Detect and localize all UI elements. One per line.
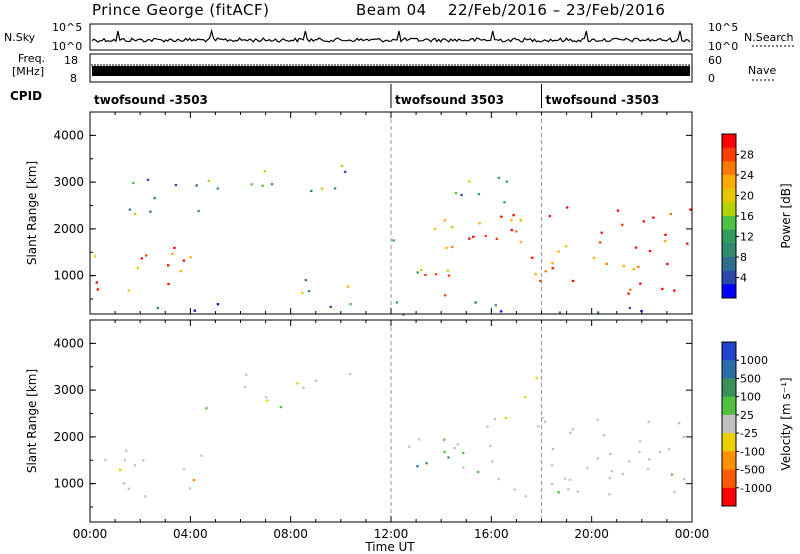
- nave-tick-low: 0: [708, 72, 715, 85]
- x-tick-label: 04:00: [173, 527, 208, 541]
- freq-tick-low: 8: [70, 72, 77, 85]
- colorbar-swatch: [722, 469, 736, 489]
- y-tick-label: 1000: [53, 477, 84, 491]
- colorbar-tick-label: -100: [740, 445, 765, 458]
- station-title: Prince George (fitACF): [92, 1, 269, 19]
- colorbar-frame: [721, 341, 737, 507]
- colorbar-swatch: [722, 243, 736, 258]
- cpid-label: CPID: [10, 89, 42, 103]
- colorbar-swatch: [722, 147, 736, 162]
- colorbar-swatch: [722, 270, 736, 285]
- y-tick-label: 4000: [53, 128, 84, 142]
- colorbar-swatch: [722, 396, 736, 416]
- nsky-trace: [91, 28, 691, 43]
- x-tick-label: 12:00: [374, 527, 409, 541]
- colorbar-swatch: [722, 161, 736, 176]
- colorbar-tick-label: 28: [740, 149, 754, 162]
- colorbar-tick-label: -25: [740, 427, 758, 440]
- date-range-title: 22/Feb/2016 – 23/Feb/2016: [448, 1, 665, 19]
- velocity-colorbar: 1000 500 100 25 -25 -100 -500 -1000 Velocity [m …: [721, 341, 793, 507]
- y-tick-label: 2000: [53, 222, 84, 236]
- colorbar-swatch: [722, 229, 736, 244]
- y-tick-label: 3000: [53, 383, 84, 397]
- y-axis-label: Slant Range [km]: [25, 161, 39, 265]
- x-tick-label: 20:00: [574, 527, 609, 541]
- nsky-tick-low: 10^0: [52, 40, 82, 53]
- colorbar-tick-label: 25: [740, 409, 754, 422]
- colorbar-label: Velocity [m s⁻¹]: [779, 377, 793, 470]
- y-axis-label: Slant Range [km]: [25, 369, 39, 473]
- x-tick-label: 08:00: [273, 527, 308, 541]
- x-tick-label: 00:00: [675, 527, 710, 541]
- heatmap-cells: [93, 164, 692, 316]
- x-tick-label: 16:00: [474, 527, 509, 541]
- freq-unit-label: [MHz]: [12, 65, 44, 78]
- colorbar-swatch: [722, 360, 736, 379]
- nsearch-label: N.Search: [744, 31, 794, 44]
- power-colorbar: 28 24 20 16 12 8 4 Power [dB]: [721, 133, 793, 299]
- colorbar-swatch: [722, 284, 736, 299]
- colorbar-tick-label: 20: [740, 190, 754, 203]
- velocity-panel: 1000 2000 3000 4000 Slant Range [km]: [25, 319, 693, 523]
- colorbar-tick-label: 500: [740, 372, 761, 385]
- cpid-segment-label: twofsound -3503: [546, 93, 660, 107]
- x-axis-label: Time UT: [364, 540, 415, 554]
- nave-tick-high: 60: [708, 54, 722, 67]
- colorbar-tick-label: 12: [740, 231, 754, 244]
- colorbar-swatch: [722, 487, 736, 507]
- y-tick-label: 1000: [53, 269, 84, 283]
- power-panel: 1000 2000 3000 4000 Slant Range [km]: [25, 111, 693, 316]
- colorbar-swatch: [722, 216, 736, 231]
- nsearch-tick-high: 10^5: [708, 21, 738, 34]
- colorbar-swatch: [722, 378, 736, 398]
- cpid-segment-label: twofsound 3503: [395, 93, 504, 107]
- colorbar-tick-label: 16: [740, 210, 754, 223]
- colorbar-tick-label: 1000: [740, 354, 768, 367]
- colorbar-label: Power [dB]: [779, 183, 793, 248]
- colorbar-tick-label: -500: [740, 464, 765, 477]
- colorbar-swatch: [722, 188, 736, 203]
- cpid-segments: twofsound -3503 twofsound 3503 twofsound -…: [94, 84, 659, 108]
- y-tick-label: 2000: [53, 430, 84, 444]
- colorbar-tick-label: 100: [740, 391, 761, 404]
- colorbar-tick-label: 8: [740, 251, 747, 264]
- colorbar-swatch: [722, 257, 736, 272]
- nsearch-tick-low: 10^0: [708, 40, 738, 53]
- freq-band: [92, 66, 690, 76]
- colorbar-tick-label: -1000: [740, 482, 772, 495]
- colorbar-swatch: [722, 414, 736, 434]
- freq-tick-high: 18: [64, 54, 78, 67]
- time-axis: 00:00 04:00 08:00 12:00 16:00 20:00 00:00: [73, 527, 710, 541]
- colorbar-swatch: [722, 451, 736, 470]
- nsky-tick-high: 10^5: [52, 21, 82, 34]
- y-tick-label: 3000: [53, 175, 84, 189]
- x-tick-label: 00:00: [73, 527, 108, 541]
- cpid-segment-label: twofsound -3503: [94, 93, 208, 107]
- colorbar-swatch: [722, 134, 736, 149]
- freq-band-texture: [91, 64, 690, 66]
- noise-strip-frame: [89, 23, 693, 51]
- y-tick-label: 4000: [53, 336, 84, 350]
- colorbar-tick-label: 24: [740, 169, 754, 182]
- freq-strip-frame: [89, 53, 693, 83]
- colorbar-swatch: [722, 202, 736, 217]
- colorbar-swatch: [722, 342, 736, 361]
- colorbar-swatch: [722, 175, 736, 190]
- colorbar-swatch: [722, 433, 736, 452]
- colorbar-tick-label: 4: [740, 272, 747, 285]
- nave-label: Nave: [748, 64, 776, 77]
- freq-label: Freq.: [18, 52, 45, 65]
- nsky-label: N.Sky: [4, 31, 36, 44]
- heatmap-cells: [104, 372, 686, 498]
- beam-title: Beam 04: [356, 1, 427, 19]
